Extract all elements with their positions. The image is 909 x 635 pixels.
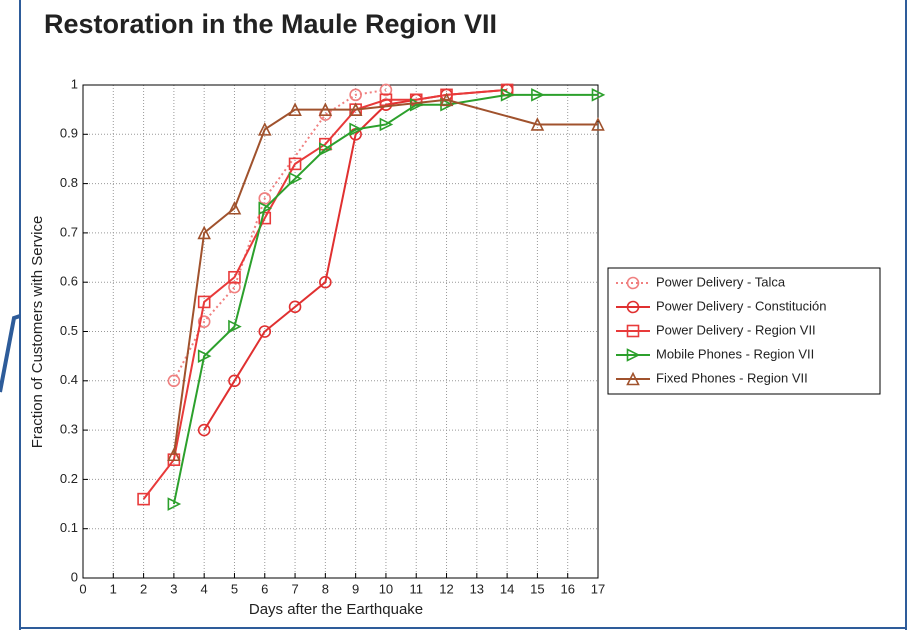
series-line (172, 93, 598, 505)
marker (228, 374, 241, 388)
y-tick-label: 0 (71, 569, 78, 584)
marker (319, 275, 332, 289)
y-tick-label: 1 (71, 76, 78, 91)
x-tick-label: 9 (352, 581, 359, 596)
y-tick-label: 0.3 (60, 422, 78, 437)
x-tick-label: 8 (322, 581, 329, 596)
marker (288, 102, 302, 116)
y-tick-label: 0.7 (60, 224, 78, 239)
marker (591, 117, 605, 131)
marker (379, 117, 394, 132)
marker (167, 374, 181, 388)
marker (288, 171, 303, 186)
y-tick-label: 0.4 (60, 372, 78, 387)
y-tick-label: 0.5 (60, 323, 78, 338)
marker (228, 319, 242, 334)
marker (197, 423, 211, 437)
legend-label: Power Delivery - Talca (656, 274, 786, 289)
series-line (172, 98, 598, 455)
marker (258, 201, 273, 216)
chart-title: Restoration in the Maule Region VII (44, 9, 497, 39)
x-axis-label: Days after the Earthquake (249, 601, 423, 618)
marker (257, 122, 272, 136)
legend-label: Fixed Phones - Region VII (656, 370, 808, 385)
legend-label: Power Delivery - Region VII (656, 322, 816, 337)
x-tick-label: 4 (201, 581, 208, 596)
decoration (0, 314, 21, 393)
marker (439, 92, 454, 107)
marker (379, 93, 393, 107)
plot-frame (82, 84, 599, 579)
marker (348, 102, 363, 116)
x-tick-label: 6 (261, 581, 268, 596)
x-tick-label: 10 (379, 581, 393, 596)
x-tick-label: 3 (170, 581, 177, 596)
marker (197, 315, 211, 328)
marker (288, 300, 302, 314)
marker (197, 225, 211, 240)
marker (197, 349, 212, 363)
marker (228, 280, 241, 294)
x-tick-label: 0 (79, 581, 86, 596)
marker (530, 117, 545, 131)
y-tick-label: 0.8 (60, 175, 78, 190)
x-tick-label: 15 (530, 581, 544, 596)
marker (500, 88, 515, 102)
x-tick-label: 12 (439, 581, 453, 596)
y-tick-label: 0.1 (60, 520, 78, 535)
marker (197, 295, 211, 309)
marker (228, 270, 241, 284)
y-axis-label: Fraction of Customers with Service (29, 216, 46, 449)
x-tick-label: 14 (500, 581, 514, 596)
marker (167, 447, 181, 462)
marker (167, 497, 182, 511)
x-tick-label: 11 (409, 581, 423, 596)
y-tick-label: 0.9 (60, 126, 78, 141)
x-tick-label: 2 (140, 581, 147, 596)
marker (379, 83, 393, 97)
marker (626, 276, 640, 290)
y-tick-label: 0.2 (60, 471, 78, 486)
marker (349, 122, 363, 137)
marker (626, 371, 640, 386)
x-tick-label: 17 (591, 581, 605, 596)
marker (319, 142, 333, 156)
marker (626, 324, 640, 338)
x-tick-label: 13 (470, 581, 484, 596)
x-tick-label: 5 (231, 581, 238, 596)
marker (626, 348, 641, 362)
series-line (172, 88, 387, 382)
marker (137, 492, 150, 506)
x-tick-label: 7 (291, 581, 298, 596)
marker (258, 325, 272, 338)
legend-label: Power Delivery - Constitución (656, 298, 827, 313)
marker (288, 157, 302, 171)
marker (318, 102, 333, 116)
marker (409, 97, 424, 112)
marker (626, 300, 640, 314)
marker (531, 88, 545, 102)
marker (591, 88, 606, 102)
x-tick-label: 1 (110, 581, 117, 596)
marker (349, 88, 362, 102)
x-tick-label: 16 (560, 581, 574, 596)
marker (258, 192, 272, 205)
legend-label: Mobile Phones - Region VII (656, 346, 814, 361)
marker (258, 211, 272, 225)
legend-box (607, 267, 881, 395)
marker (227, 200, 242, 215)
y-tick-label: 0.6 (60, 274, 78, 289)
